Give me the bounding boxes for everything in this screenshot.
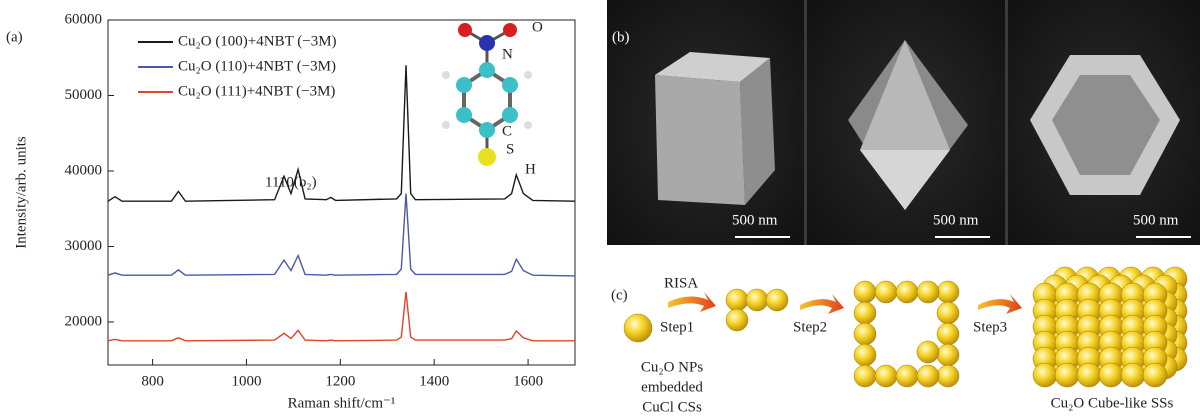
sphere xyxy=(623,313,653,343)
truncated-particle xyxy=(1030,55,1180,195)
x-tick-label: 1400 xyxy=(419,373,449,389)
legend-label: Cu₂O (110)+4NBT (−3M) xyxy=(178,58,336,74)
spectrum-line xyxy=(107,65,576,202)
sphere xyxy=(936,322,960,346)
molecule: O N C S H xyxy=(442,19,543,177)
plot-frame xyxy=(107,19,576,366)
step-label: Step2 xyxy=(793,319,827,335)
x-tick-label: 1000 xyxy=(231,373,261,389)
nanoparticles xyxy=(623,266,1188,388)
y-tick-label: 40000 xyxy=(65,162,103,178)
sphere xyxy=(853,364,877,388)
step-label: Step3 xyxy=(973,319,1007,335)
caption: Cu₂O Cube-like SSs xyxy=(1051,395,1174,411)
scale-bar-label: 500 nm xyxy=(732,212,778,228)
sphere xyxy=(853,343,877,367)
sphere xyxy=(1142,362,1168,388)
sphere xyxy=(916,364,940,388)
y-axis-label: Intensity/arb. units xyxy=(13,136,29,249)
sphere xyxy=(895,280,919,304)
x-axis-label: Raman shift/cm⁻¹ xyxy=(288,395,396,411)
sphere xyxy=(936,280,960,304)
sphere xyxy=(1098,362,1124,388)
caption: CuCl CSs xyxy=(642,399,702,415)
panel-label: (b) xyxy=(612,29,630,45)
y-tick-label: 50000 xyxy=(65,87,103,103)
sphere xyxy=(1076,362,1102,388)
sphere xyxy=(936,364,960,388)
sphere xyxy=(1032,362,1058,388)
caption: Cu₂O NPs xyxy=(641,359,703,375)
octahedron-particle xyxy=(848,40,968,210)
atom-label: C xyxy=(502,123,512,139)
scale-bar-label: 500 nm xyxy=(933,212,979,228)
sphere xyxy=(916,340,940,364)
arrow xyxy=(668,292,716,312)
legend-label: Cu₂O (111)+4NBT (−3M) xyxy=(178,83,335,99)
y-tick-label: 60000 xyxy=(65,11,103,27)
caption: embedded xyxy=(641,379,703,395)
sphere xyxy=(765,288,789,312)
atom-label: N xyxy=(502,46,513,62)
sphere xyxy=(1120,362,1146,388)
step-label: RISA xyxy=(664,275,698,291)
sphere xyxy=(725,308,749,332)
spectrum-line xyxy=(107,291,575,342)
sphere xyxy=(1054,362,1080,388)
sphere xyxy=(895,364,919,388)
sphere xyxy=(874,280,898,304)
sphere xyxy=(853,322,877,346)
legend-label: Cu₂O (100)+4NBT (−3M) xyxy=(178,33,337,49)
sphere xyxy=(936,343,960,367)
atom-label: O xyxy=(532,19,543,35)
arrow xyxy=(978,294,1022,314)
sphere xyxy=(745,288,769,312)
spectrum-line xyxy=(107,193,576,277)
panel-label: (c) xyxy=(611,287,628,303)
sphere xyxy=(725,288,749,312)
sphere xyxy=(853,280,877,304)
atom-label: H xyxy=(525,161,536,177)
annotation: 1110(b₂) xyxy=(265,174,317,190)
sphere xyxy=(853,301,877,325)
scale-bar-label: 500 nm xyxy=(1133,212,1179,228)
y-tick-label: 30000 xyxy=(65,238,103,254)
cube-particle xyxy=(655,52,775,205)
arrow xyxy=(800,294,844,314)
x-tick-label: 1600 xyxy=(513,373,543,389)
y-tick-label: 20000 xyxy=(65,313,103,329)
x-tick-label: 1200 xyxy=(325,373,355,389)
step-label: Step1 xyxy=(660,319,694,335)
sphere xyxy=(874,364,898,388)
sphere xyxy=(916,280,940,304)
panel-label: (a) xyxy=(6,29,23,45)
x-tick-label: 800 xyxy=(141,373,164,389)
sphere xyxy=(936,301,960,325)
atom-label: S xyxy=(506,141,514,157)
